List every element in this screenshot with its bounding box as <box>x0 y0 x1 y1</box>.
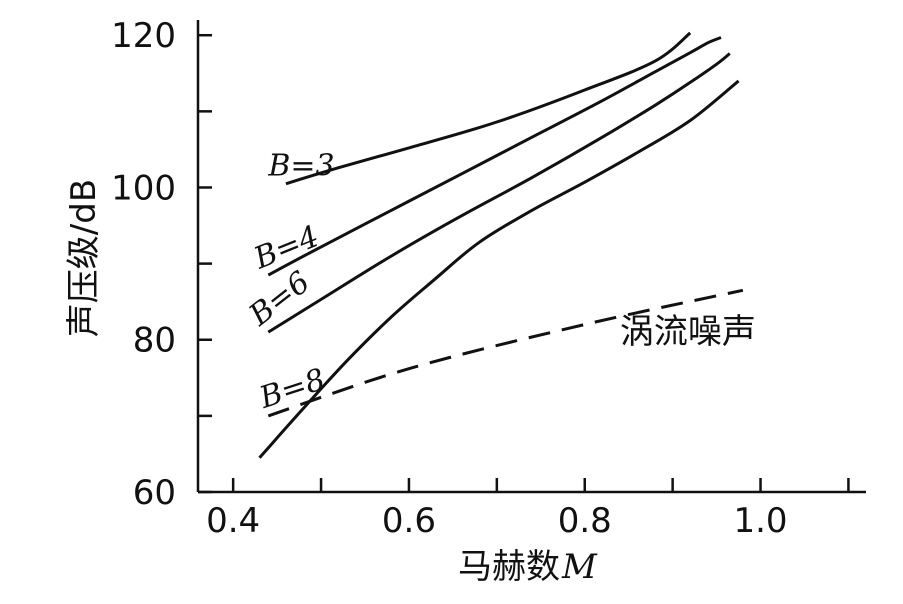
label-b3: B=3 <box>267 148 334 183</box>
series-line-b6 <box>267 52 731 334</box>
y-tick-label: 80 <box>133 321 176 361</box>
y-axis-label: 声压级/dB <box>64 179 104 337</box>
y-tick-label: 60 <box>133 473 176 513</box>
curve-labels: B=3 B=4B=6 B=8 涡流噪声 <box>242 148 756 416</box>
series-line-b8 <box>258 79 740 459</box>
x-axis-symbol: M <box>561 547 598 587</box>
series-line-b3 <box>285 31 692 186</box>
y-tick-label: 120 <box>111 16 176 56</box>
series-group <box>258 31 744 459</box>
y-tick-label: 100 <box>111 168 176 208</box>
x-axis-label: 马赫数 <box>458 547 560 587</box>
axes <box>196 20 866 494</box>
label-b8: B=8 <box>255 362 330 416</box>
label-b6: B=6 <box>242 265 317 334</box>
x-tick-label: 0.8 <box>558 501 612 541</box>
series-line-b4 <box>267 36 722 277</box>
label-vortex-noise: 涡流噪声 <box>620 312 756 352</box>
x-tick-label: 0.6 <box>382 501 436 541</box>
series-line-vortex <box>267 288 744 418</box>
x-tick-label: 0.4 <box>206 501 260 541</box>
label-b4: B=4 <box>248 219 323 277</box>
x-ticks: 0.4 0.6 0.8 1.0 <box>206 478 850 541</box>
x-tick-label: 1.0 <box>733 501 787 541</box>
y-ticks: 60 80 100 120 <box>111 16 212 513</box>
